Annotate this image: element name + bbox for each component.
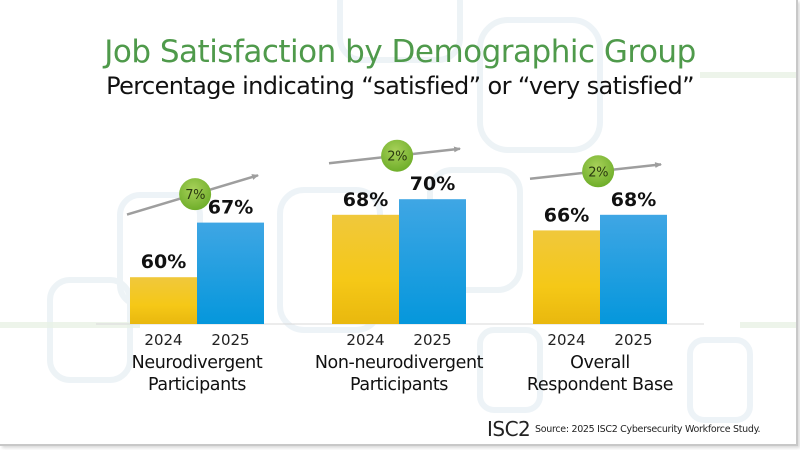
isc2-logo: ISC2 (487, 417, 531, 441)
x-tick-label: 2024 (144, 331, 182, 349)
change-badge (582, 155, 615, 188)
x-tick-label: 2025 (614, 331, 652, 349)
bar-2025-group-0 (197, 222, 264, 324)
bar-2024-group-0 (130, 277, 197, 324)
change-badge-label: 2% (387, 150, 407, 165)
data-label: 67% (208, 197, 253, 219)
bar-2024-group-1 (332, 214, 399, 324)
category-label: Non-neurodivergent (315, 353, 484, 373)
category-label: Respondent Base (527, 375, 673, 395)
category-label: Overall (570, 353, 630, 373)
data-label: 68% (343, 189, 388, 211)
chart-subtitle: Percentage indicating “satisfied” or “ve… (106, 72, 694, 100)
x-tick-label: 2025 (413, 331, 451, 349)
category-label: Participants (148, 375, 246, 395)
data-label: 70% (410, 173, 455, 195)
bar-2024-group-2 (533, 230, 600, 324)
data-label: 66% (544, 204, 589, 226)
category-label: Neurodivergent (132, 353, 263, 373)
change-badge-label: 7% (185, 188, 205, 203)
change-badge-label: 2% (588, 165, 608, 180)
data-label: 60% (141, 251, 186, 273)
bar-2025-group-2 (600, 214, 667, 324)
bar-2025-group-1 (399, 199, 466, 324)
data-label: 68% (611, 189, 656, 211)
change-badge (179, 178, 212, 211)
category-label: Participants (350, 375, 448, 395)
change-badge (381, 139, 414, 172)
source-note: Source: 2025 ISC2 Cybersecurity Workforc… (535, 424, 761, 435)
x-tick-label: 2025 (211, 331, 249, 349)
chart-title: Job Satisfaction by Demographic Group (104, 34, 696, 70)
x-tick-label: 2024 (346, 331, 384, 349)
x-tick-label: 2024 (547, 331, 585, 349)
